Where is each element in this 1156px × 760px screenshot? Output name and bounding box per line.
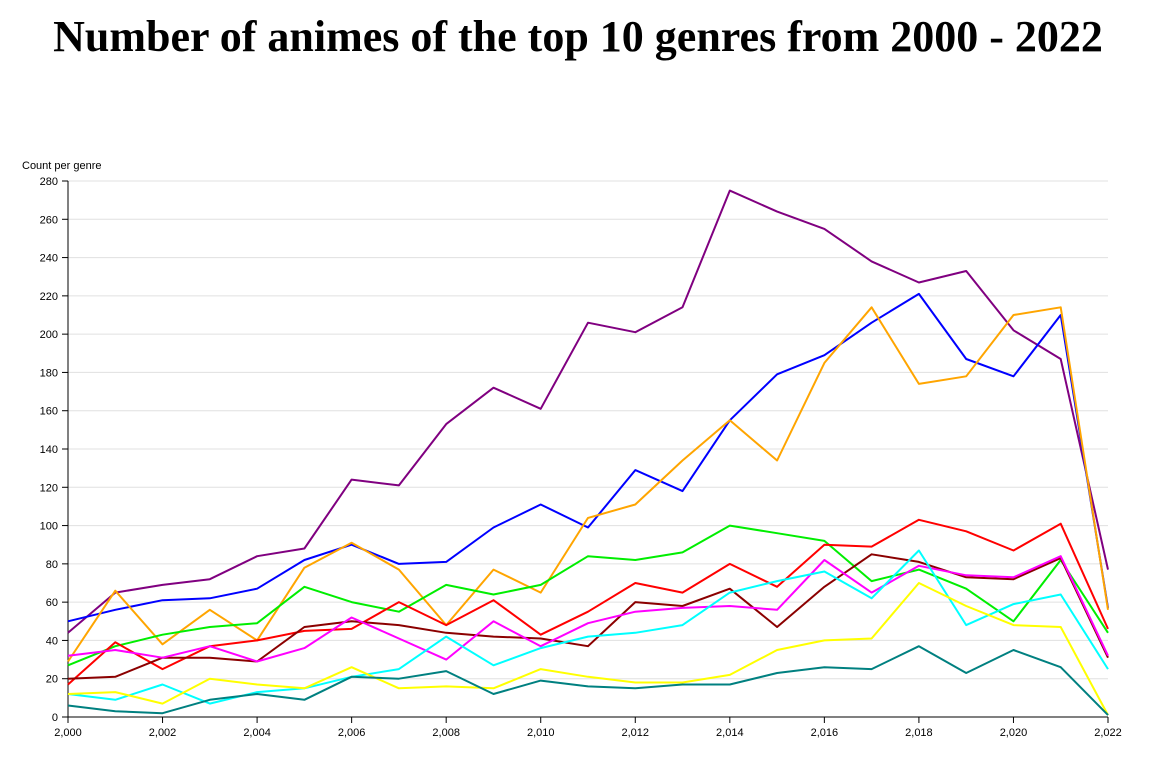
x-tick-label: 2,022 [1094, 727, 1122, 739]
x-tick-label: 2,000 [54, 727, 82, 739]
y-tick-label: 100 [40, 521, 58, 533]
grid [68, 180, 1108, 680]
y-tick-label: 60 [46, 597, 58, 609]
series-line-10 [67, 645, 1109, 716]
y-tick-label: 120 [40, 482, 58, 494]
x-tick-label: 2,012 [622, 727, 650, 739]
series-line-1 [67, 189, 1109, 634]
series-line-3 [67, 306, 1109, 663]
y-axis-label: Count per genre [22, 160, 102, 172]
series-line-9 [67, 582, 1109, 716]
y-tick-label: 80 [46, 559, 58, 571]
y-tick-label: 260 [40, 214, 58, 226]
y-tick-label: 0 [52, 712, 58, 724]
y-tick-label: 280 [40, 176, 58, 188]
y-tick-label: 160 [40, 406, 58, 418]
x-tick-label: 2,010 [527, 727, 555, 739]
y-tick-label: 180 [40, 367, 58, 379]
x-tick-label: 2,020 [1000, 727, 1028, 739]
x-tick-label: 2,006 [338, 727, 366, 739]
axes: Count per genre 0 20 40 60 80 100 120 140 160 180… [22, 160, 1122, 739]
y-tick-label: 20 [46, 674, 58, 686]
series-lines [67, 189, 1109, 716]
y-tick-label: 240 [40, 253, 58, 265]
x-tick-label: 2,008 [432, 727, 460, 739]
x-tick-label: 2,018 [905, 727, 933, 739]
y-tick-label: 200 [40, 329, 58, 341]
chart-title: Number of animes of the top 10 genres fr… [53, 12, 1103, 61]
x-tick-label: 2,014 [716, 727, 744, 739]
series-line-2 [67, 292, 1109, 623]
series-line-7 [67, 555, 1109, 663]
x-tick-label: 2,002 [149, 727, 177, 739]
series-line-6 [67, 553, 1109, 680]
y-tick-label: 40 [46, 635, 58, 647]
y-tick-label: 140 [40, 444, 58, 456]
y-tick-label: 220 [40, 291, 58, 303]
x-tick-label: 2,016 [811, 727, 839, 739]
series-line-5 [67, 518, 1109, 686]
x-tick-label: 2,004 [243, 727, 271, 739]
